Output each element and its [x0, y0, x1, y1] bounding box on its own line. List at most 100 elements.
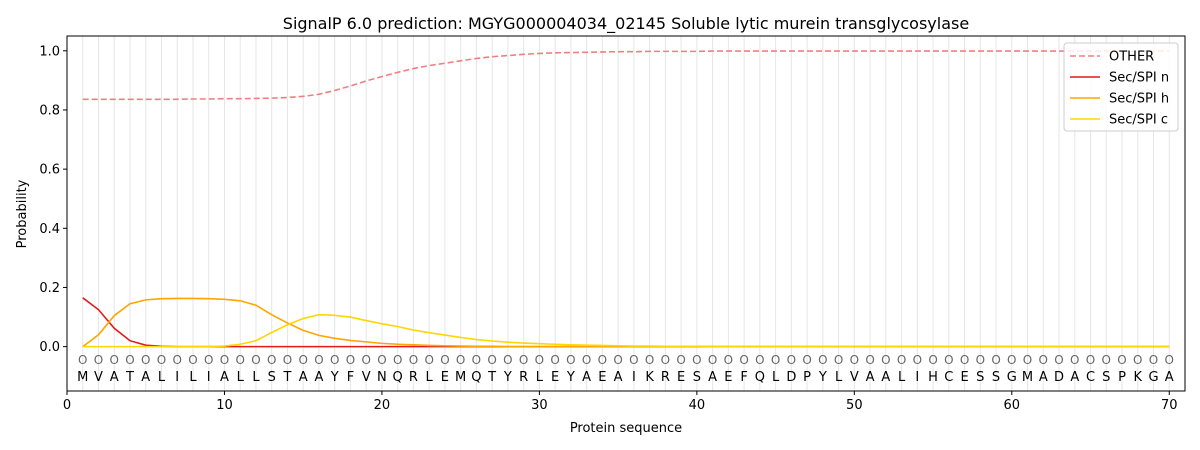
sequence-residue: A	[1070, 370, 1079, 385]
sequence-residue: T	[487, 370, 496, 385]
grid-lines	[83, 36, 1170, 391]
sequence-residue: A	[314, 370, 323, 385]
sequence-residue: V	[362, 370, 371, 385]
region-marker: O	[1054, 353, 1063, 367]
region-marker: O	[913, 353, 922, 367]
region-marker: O	[708, 353, 717, 367]
sequence-residue: R	[661, 370, 670, 385]
sequence-residue: R	[409, 370, 418, 385]
region-marker: O	[739, 353, 748, 367]
sequence-residue: Y	[330, 370, 339, 385]
region-marker: O	[613, 353, 622, 367]
sequence-residue: K	[1133, 370, 1142, 385]
sequence-residue: N	[377, 370, 387, 385]
sequence-residue: A	[299, 370, 308, 385]
sequence-residue: S	[976, 370, 984, 385]
sequence-residue: E	[551, 370, 559, 385]
region-marker: O	[928, 353, 937, 367]
region-marker: O	[582, 353, 591, 367]
x-tick-label: 0	[63, 398, 71, 413]
x-tick-label: 30	[531, 398, 548, 413]
sequence-residue: Y	[566, 370, 575, 385]
region-marker: O	[976, 353, 985, 367]
y-tick-label: 0.0	[39, 340, 60, 355]
sequence-residue: L	[898, 370, 906, 385]
sequence-residue: C	[1086, 370, 1095, 385]
x-tick-label: 20	[374, 398, 391, 413]
plot-area-frame	[67, 36, 1185, 391]
series-lines	[83, 51, 1170, 347]
sequence-residue: E	[724, 370, 732, 385]
region-marker: O	[346, 353, 355, 367]
sequence-residue: A	[1039, 370, 1048, 385]
sequence-residue: I	[915, 370, 919, 385]
series-line	[83, 51, 1170, 99]
region-marker: O	[1070, 353, 1079, 367]
region-marker: O	[94, 353, 103, 367]
sequence-residue: C	[944, 370, 953, 385]
sequence-residue: P	[803, 370, 811, 385]
legend-label: Sec/SPI c	[1109, 113, 1168, 128]
region-marker: O	[1039, 353, 1048, 367]
region-marker: O	[881, 353, 890, 367]
sequence-residue: L	[536, 370, 544, 385]
sequence-residue: A	[220, 370, 229, 385]
region-marker: O	[755, 353, 764, 367]
region-marker: O	[157, 353, 166, 367]
region-marker: O	[598, 353, 607, 367]
sequence-residue: A	[141, 370, 150, 385]
sequence-residue: V	[94, 370, 103, 385]
x-axis-ticks: 0 10 20 30 40 50 60 70	[63, 391, 1178, 413]
sequence-residue: Q	[471, 370, 481, 385]
sequence-residue: S	[992, 370, 1000, 385]
sequence-residue: G	[1148, 370, 1158, 385]
sequence-residue: G	[1007, 370, 1017, 385]
region-marker: O	[110, 353, 119, 367]
region-marker: O	[1165, 353, 1174, 367]
x-tick-label: 50	[846, 398, 863, 413]
sequence-residue: E	[441, 370, 449, 385]
region-marker: O	[472, 353, 481, 367]
region-marker: O	[440, 353, 449, 367]
region-marker: O	[125, 353, 134, 367]
sequence-residue: A	[1165, 370, 1174, 385]
region-marker: O	[283, 353, 292, 367]
sequence-residue: I	[175, 370, 179, 385]
series-line	[83, 298, 1170, 347]
region-marker: O	[535, 353, 544, 367]
sequence-residue: A	[582, 370, 591, 385]
y-tick-label: 0.6	[39, 163, 60, 178]
sequence-residue: E	[960, 370, 968, 385]
region-marker: O	[787, 353, 796, 367]
region-marker: O	[676, 353, 685, 367]
region-marker: O	[330, 353, 339, 367]
sequence-residue: Y	[818, 370, 827, 385]
sequence-residue: L	[189, 370, 197, 385]
y-tick-label: 1.0	[39, 44, 60, 59]
y-tick-label: 0.4	[39, 222, 60, 237]
region-marker: O	[629, 353, 638, 367]
region-marker: O	[897, 353, 906, 367]
sequence-labels: OMOVOAOTOAOLOIOLOIOAOLOLOSOTOAOAOYOFOVON…	[77, 353, 1174, 385]
sequence-residue: T	[282, 370, 291, 385]
sequence-residue: H	[928, 370, 938, 385]
region-marker: O	[361, 353, 370, 367]
series-line	[83, 298, 1170, 346]
region-marker: O	[424, 353, 433, 367]
region-marker: O	[1133, 353, 1142, 367]
region-marker: O	[550, 353, 559, 367]
region-marker: O	[771, 353, 780, 367]
sequence-residue: M	[455, 370, 466, 385]
sequence-residue: Q	[393, 370, 403, 385]
region-marker: O	[409, 353, 418, 367]
region-marker: O	[393, 353, 402, 367]
sequence-residue: A	[614, 370, 623, 385]
legend-label: Sec/SPI h	[1109, 92, 1169, 107]
sequence-residue: F	[740, 370, 747, 385]
region-marker: O	[1117, 353, 1126, 367]
region-marker: O	[519, 353, 528, 367]
sequence-residue: A	[708, 370, 717, 385]
region-marker: O	[78, 353, 87, 367]
region-marker: O	[1102, 353, 1111, 367]
sequence-residue: L	[158, 370, 166, 385]
